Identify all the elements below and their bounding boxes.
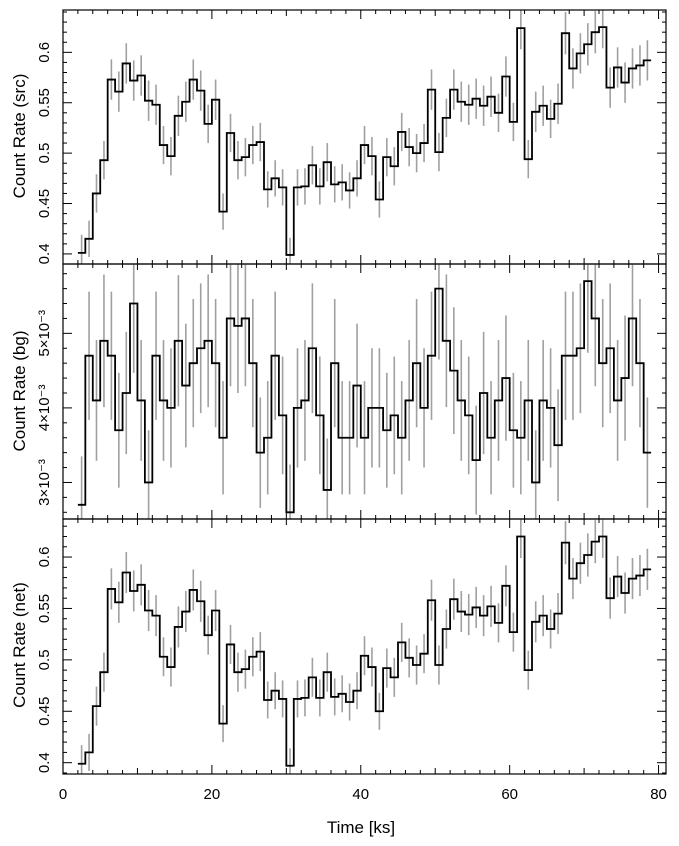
step-line	[77, 280, 652, 514]
y-tick-label: 0.6	[36, 42, 53, 63]
panel-bg: Count Rate (bg) 3×10⁻³ 4×10⁻³ 5×10⁻³	[10, 263, 667, 520]
y-tick-label: 0.5	[36, 143, 53, 164]
x-tick-label: 60	[501, 786, 518, 803]
ylabel-src: Count Rate (src)	[10, 74, 29, 199]
y-tick-label: 0.6	[36, 547, 53, 568]
xlabel: Time [ks]	[327, 818, 395, 837]
y-tick-label: 0.55	[36, 594, 53, 623]
panel-frame	[62, 518, 667, 775]
y-tick-label: 0.45	[36, 697, 53, 726]
ylabel-bg: Count Rate (bg)	[10, 331, 29, 452]
x-tick-label: 20	[204, 786, 221, 803]
x-tick-label: 40	[352, 786, 369, 803]
step-line	[77, 535, 652, 767]
y-tick-label: 0.45	[36, 189, 53, 218]
panel-src: Count Rate (src) 0.4 0.45 0.5 0.55 0.6	[10, 9, 667, 265]
plot-area	[77, 264, 652, 519]
y-tick-label: 0.55	[36, 88, 53, 117]
y-tick-label: 0.4	[36, 752, 53, 773]
step-line	[77, 26, 652, 256]
y-tick-label: 5×10⁻³	[36, 310, 53, 357]
y-tick-label: 0.5	[36, 649, 53, 670]
x-axis: Time [ks] 0 20 40 60 80	[59, 786, 667, 837]
plot-area	[77, 519, 652, 774]
y-tick-label: 4×10⁻³	[36, 385, 53, 432]
panel-net: Count Rate (net) 0.4 0.45 0.5 0.55 0.6	[10, 518, 667, 775]
plot-area	[77, 10, 652, 264]
x-tick-label: 80	[650, 786, 667, 803]
y-tick-label: 3×10⁻³	[36, 459, 53, 506]
x-tick-label: 0	[59, 786, 67, 803]
ylabel-net: Count Rate (net)	[10, 582, 29, 708]
y-tick-label: 0.4	[36, 243, 53, 264]
